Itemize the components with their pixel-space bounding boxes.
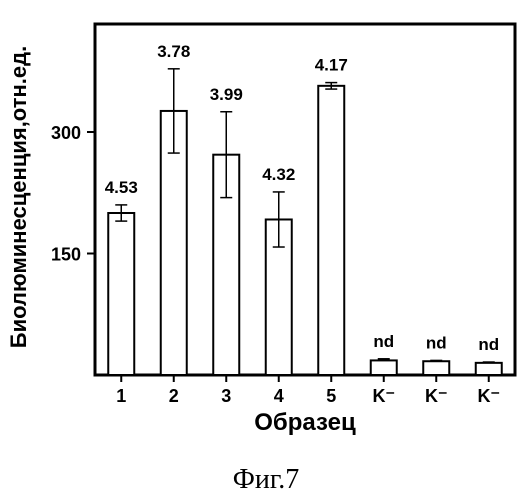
x-tick-label: K⁻ (373, 386, 396, 406)
x-tick-label: K⁻ (425, 386, 448, 406)
bar-value-label: nd (478, 335, 499, 354)
bars (108, 86, 502, 375)
x-tick-label: 5 (326, 386, 336, 406)
bar (476, 363, 502, 375)
x-tick-label: K⁻ (478, 386, 501, 406)
bar-value-label: 3.78 (157, 42, 190, 61)
bar (371, 360, 397, 375)
bar-value-label: 4.17 (315, 56, 348, 75)
y-tick-label: 150 (51, 245, 81, 265)
x-ticks: 1 2 3 4 5 K⁻ K⁻ K⁻ (116, 375, 500, 406)
y-axis-title: Биолюминесценция,отн.ед. (6, 46, 31, 348)
bar (423, 361, 449, 375)
bar (108, 213, 134, 375)
chart-axes (95, 24, 515, 375)
y-ticks: 150 300 (51, 123, 95, 265)
x-tick-label: 1 (116, 386, 126, 406)
x-tick-label: 2 (169, 386, 179, 406)
x-tick-label: 3 (221, 386, 231, 406)
plot-frame (95, 24, 515, 375)
figure-caption: Фиг.7 (233, 464, 299, 495)
x-axis-title: Образец (254, 409, 356, 436)
x-tick-label: 4 (274, 386, 284, 406)
bar-value-label: nd (373, 332, 394, 351)
bar-value-label: 4.32 (262, 165, 295, 184)
bar-value-label: 4.53 (105, 178, 138, 197)
bar-value-label: 3.99 (210, 85, 243, 104)
bar (318, 86, 344, 375)
bar-value-label: nd (426, 333, 447, 352)
y-tick-label: 300 (51, 123, 81, 143)
